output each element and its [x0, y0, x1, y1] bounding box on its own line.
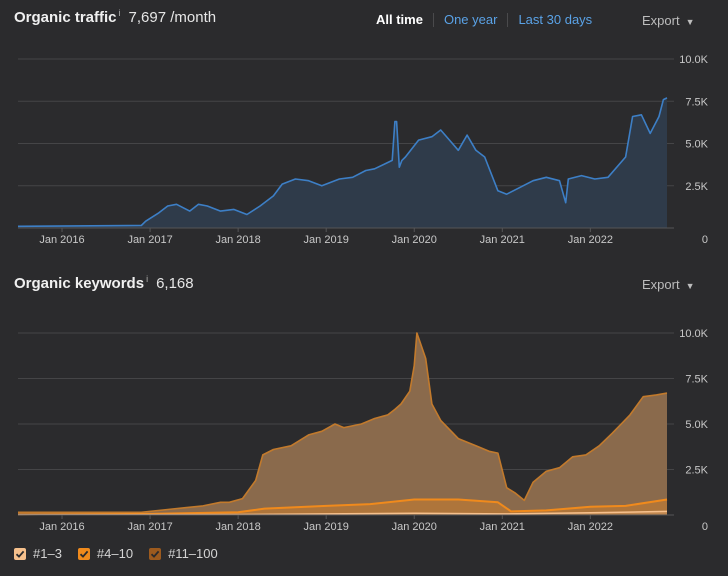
y-tick-label: 7.5K — [685, 96, 708, 108]
info-icon[interactable]: i — [118, 8, 121, 18]
legend-label: #11–100 — [168, 546, 218, 561]
x-tick-label: Jan 2020 — [392, 234, 437, 246]
x-tick-label: Jan 2018 — [216, 234, 261, 246]
checkbox-checked-icon[interactable] — [77, 547, 90, 560]
chevron-down-icon: ▼ — [685, 281, 695, 291]
organic-traffic-header: Organic traffic i 7,697 /month — [14, 8, 217, 26]
series-area — [18, 97, 667, 229]
y-tick-label: 2.5K — [685, 465, 708, 477]
legend-item-11-100[interactable]: #11–100 — [149, 546, 218, 561]
x-tick-label: Jan 2017 — [127, 234, 172, 246]
y-tick-label: 5.0K — [685, 419, 708, 431]
series-area — [18, 499, 667, 515]
organic-keywords-chart: 0 2.5K 5.0K 7.5K 10.0K Jan 2016 Jan 2017 Jan 20… — [17, 328, 709, 533]
organic-traffic-value: 7,697 /month — [128, 9, 217, 26]
y-tick-label: 0 — [702, 521, 708, 533]
tab-divider — [507, 12, 509, 27]
legend-label: #4–10 — [96, 546, 134, 561]
legend-item-1-3[interactable]: #1–3 — [14, 546, 62, 561]
time-range-tabs: All time One year Last 30 days — [376, 12, 602, 27]
y-tick-label: 0 — [702, 234, 708, 246]
series-line — [17, 97, 668, 228]
x-tick-label: Jan 2020 — [392, 521, 437, 533]
legend-item-4-10[interactable]: #4–10 — [77, 546, 134, 561]
y-tick-label: 2.5K — [685, 181, 708, 193]
organic-traffic-title: Organic traffic — [14, 9, 117, 26]
y-tick-label: 5.0K — [685, 139, 708, 151]
traffic-export-button[interactable]: Export ▼ — [642, 13, 695, 28]
export-label: Export — [642, 13, 680, 28]
organic-keywords-header: Organic keywords i 6,168 — [14, 274, 194, 292]
organic-keywords-value: 6,168 — [156, 275, 194, 292]
x-tick-label: Jan 2022 — [568, 521, 613, 533]
x-tick-label: Jan 2016 — [39, 234, 84, 246]
organic-keywords-title: Organic keywords — [14, 275, 145, 292]
series-line — [18, 332, 668, 514]
export-label: Export — [642, 277, 680, 292]
y-tick-label: 10.0K — [679, 54, 708, 66]
x-tick-label: Jan 2019 — [304, 521, 349, 533]
keywords-export-button[interactable]: Export ▼ — [642, 277, 695, 292]
checkbox-checked-icon[interactable] — [149, 547, 162, 560]
legend-label: #1–3 — [33, 546, 62, 561]
tab-last-30-days[interactable]: Last 30 days — [518, 12, 593, 27]
x-tick-label: Jan 2022 — [568, 234, 613, 246]
x-tick-label: Jan 2017 — [127, 521, 172, 533]
checkbox-checked-icon[interactable] — [14, 547, 26, 560]
y-tick-label: 10.0K — [679, 328, 708, 340]
series-line — [17, 498, 668, 516]
keywords-legend: #1–3 #4–10 #11–100 — [14, 546, 234, 561]
organic-keywords-panel: Organic keywords i 6,168 Export ▼ 0 2.5K 5.… — [0, 262, 728, 542]
info-icon[interactable]: i — [146, 274, 149, 284]
y-tick-label: 7.5K — [685, 374, 708, 386]
x-tick-label: Jan 2018 — [216, 521, 261, 533]
tab-divider — [432, 12, 434, 27]
x-tick-label: Jan 2021 — [480, 234, 525, 246]
tab-all-time[interactable]: All time — [376, 12, 423, 27]
series-area — [18, 333, 667, 515]
organic-traffic-panel: Organic traffic i 7,697 /month All time … — [0, 0, 728, 250]
x-tick-label: Jan 2019 — [304, 234, 349, 246]
x-tick-label: Jan 2021 — [480, 521, 525, 533]
chevron-down-icon: ▼ — [685, 17, 695, 27]
tab-one-year[interactable]: One year — [443, 12, 498, 27]
x-tick-label: Jan 2016 — [39, 521, 84, 533]
organic-traffic-chart: 0 2.5K 5.0K 7.5K 10.0K Jan 2016 Jan 2017 Jan 20… — [17, 54, 709, 246]
